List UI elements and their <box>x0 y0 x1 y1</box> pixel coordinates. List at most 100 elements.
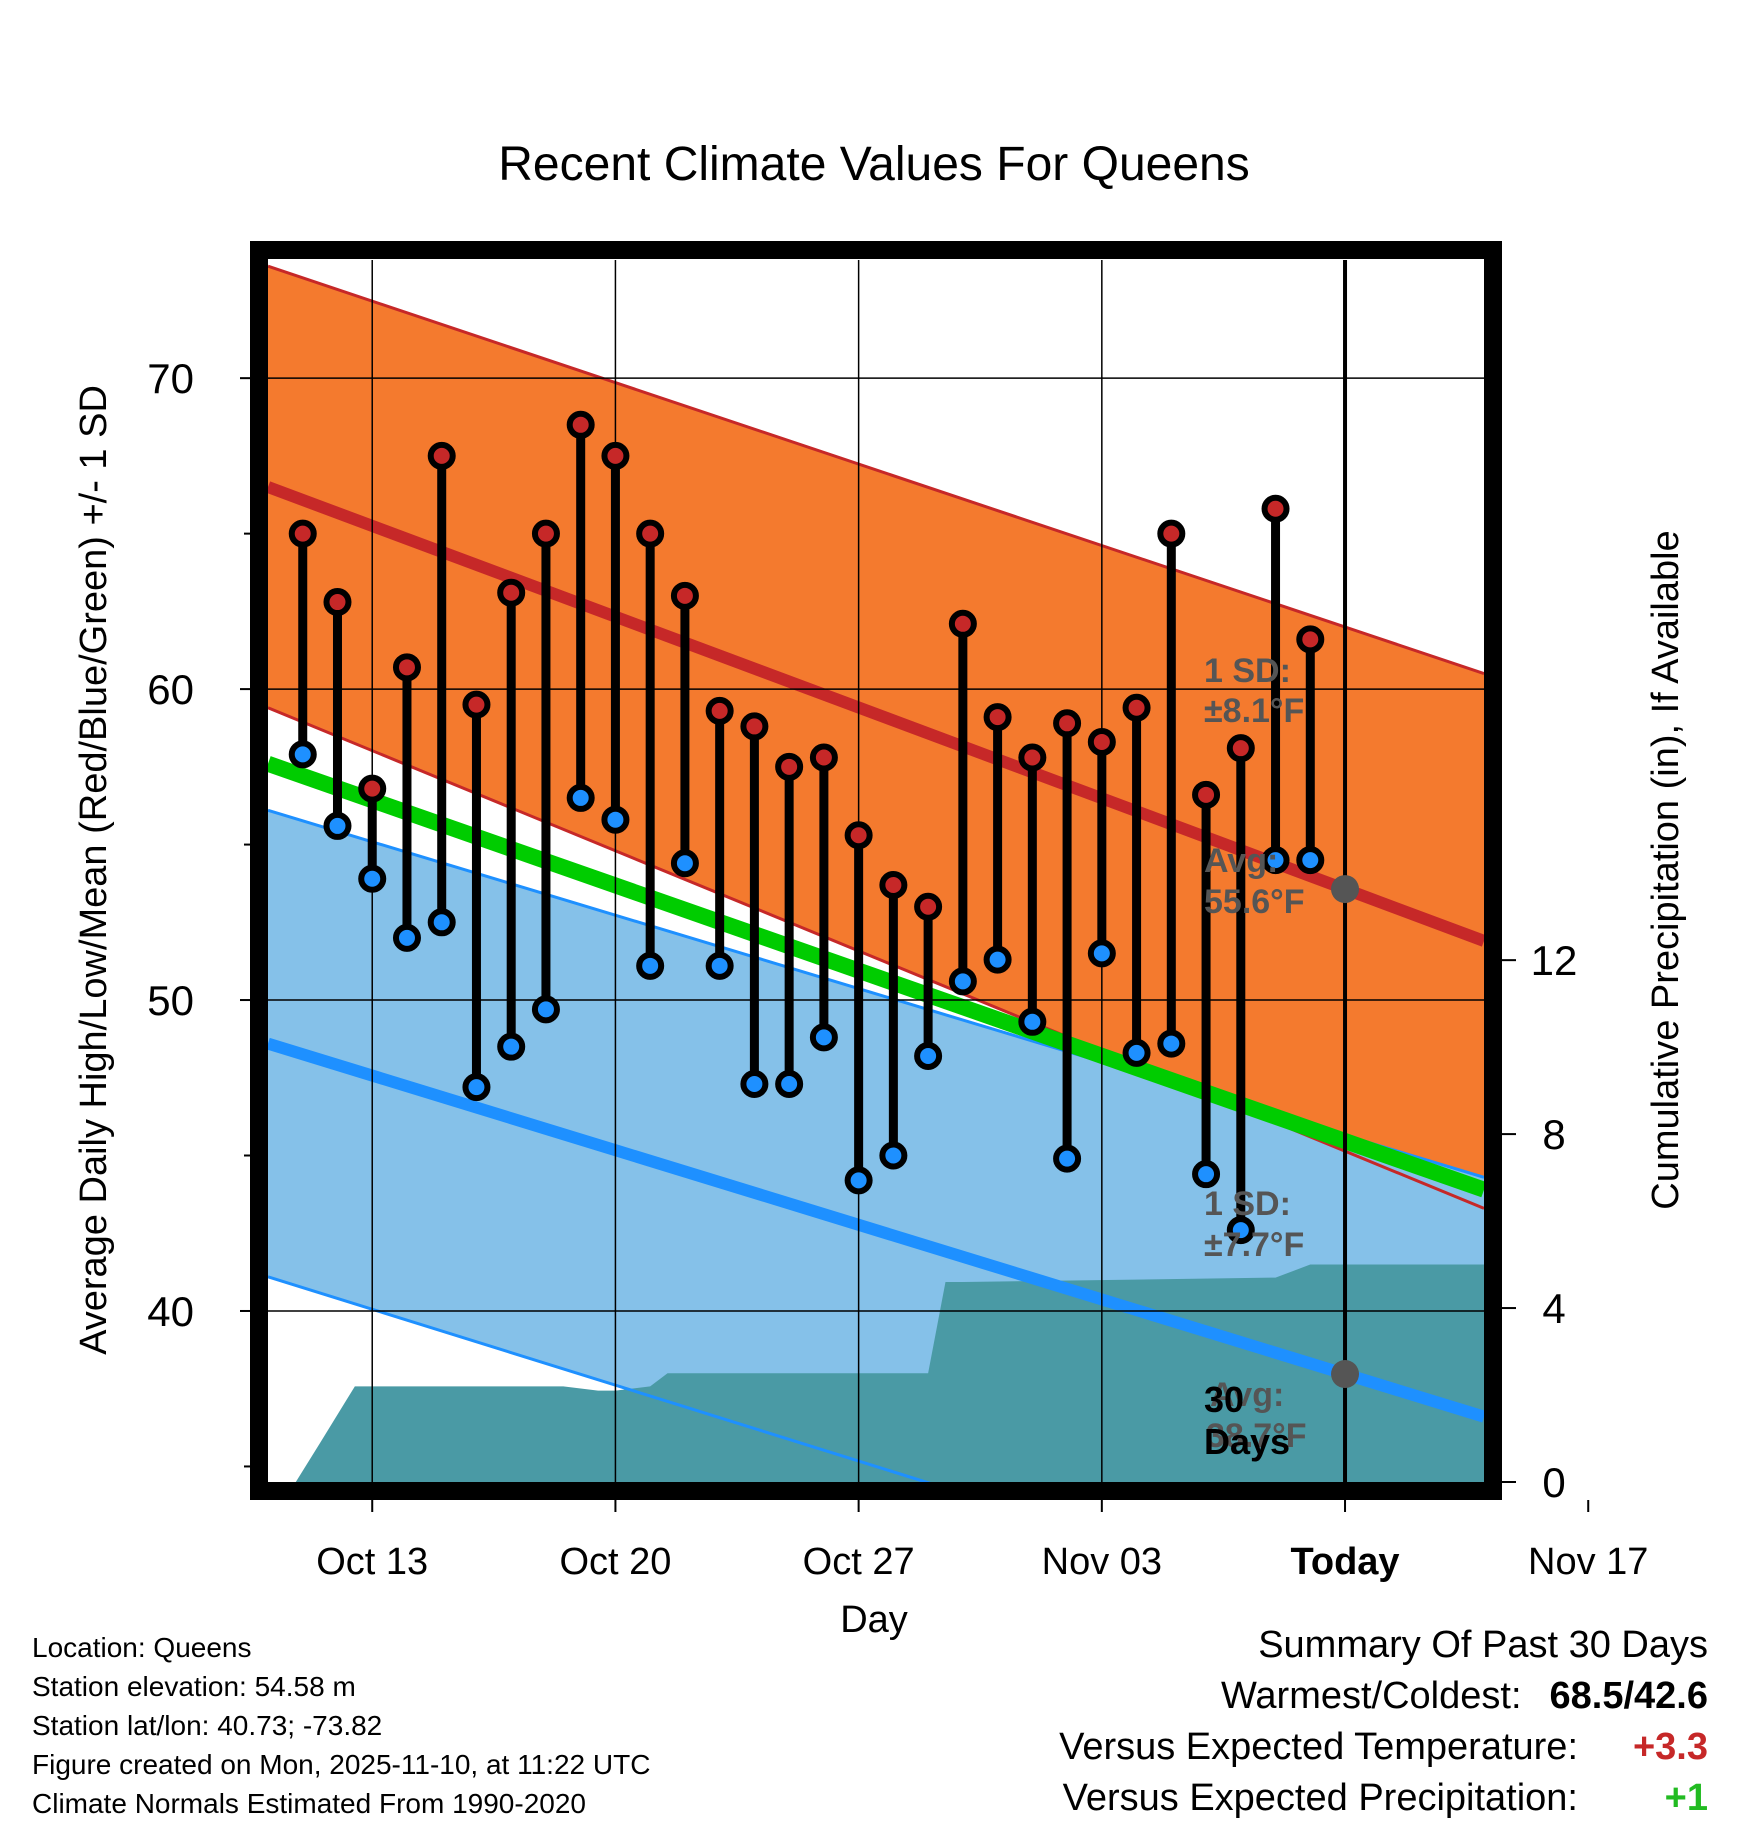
high-point-day-1 <box>288 519 317 548</box>
summary-title: Summary Of Past 30 Days <box>1258 1624 1708 1666</box>
low-lower-line <box>268 1275 931 1482</box>
high-point-day-4 <box>392 653 421 682</box>
high-point-day-14 <box>740 712 769 741</box>
low-mean-line <box>268 1037 1484 1423</box>
high-point-day-23 <box>1053 709 1082 738</box>
precipitation-area <box>295 1264 1484 1482</box>
high-avg-value: 55.6°F <box>1204 883 1305 921</box>
low-point-day-4 <box>392 923 421 952</box>
high-point-day-2 <box>323 588 352 617</box>
summary-precip-value: +1 <box>1664 1777 1708 1819</box>
low-point-day-25 <box>1122 1038 1151 1067</box>
high-point-day-16 <box>809 743 838 772</box>
low-markers <box>288 740 1325 1245</box>
low-avg-value: 38.7°F <box>1206 1417 1307 1455</box>
precip-period-line2: Days <box>1204 1421 1290 1462</box>
high-point-day-6 <box>462 690 491 719</box>
low-point-day-15 <box>775 1069 804 1098</box>
chart-title: Recent Climate Values For Queens <box>498 138 1249 191</box>
high-point-day-8 <box>531 519 560 548</box>
y-tick-label-40: 40 <box>147 1288 194 1335</box>
x-axis-label: Day <box>840 1599 908 1641</box>
station-elevation: Station elevation: 54.58 m <box>32 1671 356 1702</box>
plot-area <box>268 260 1484 1482</box>
high-point-day-15 <box>775 752 804 781</box>
summary-temp-row: Versus Expected Temperature: +3.3 <box>1059 1722 1708 1773</box>
low-point-day-19 <box>914 1042 943 1071</box>
low-point-day-11 <box>636 951 665 980</box>
low-point-day-10 <box>601 805 630 834</box>
low-point-day-13 <box>705 951 734 980</box>
high-point-day-24 <box>1087 727 1116 756</box>
station-location: Location: Queens <box>32 1632 252 1663</box>
y-right-tick-label-12: 12 <box>1531 937 1578 984</box>
high-avg-label: Avg: <box>1204 842 1278 880</box>
high-point-day-13 <box>705 696 734 725</box>
y-tick-label-60: 60 <box>147 666 194 713</box>
x-tick-label-Nov 03: Nov 03 <box>1042 1541 1162 1583</box>
low-point-day-9 <box>566 783 595 812</box>
low-point-day-23 <box>1053 1144 1082 1173</box>
low-point-day-18 <box>879 1141 908 1170</box>
high-point-day-11 <box>636 519 665 548</box>
mean-line <box>268 756 1484 1198</box>
low-point-day-20 <box>948 967 977 996</box>
y-axis-label: Average Daily High/Low/Mean (Red/Blue/Gr… <box>73 385 115 1355</box>
summary-panel: Summary Of Past 30 Days Warmest/Coldest:… <box>1059 1620 1708 1824</box>
high-point-day-17 <box>844 821 873 850</box>
x-tick-label-Today: Today <box>1290 1541 1399 1583</box>
low-point-day-8 <box>531 995 560 1024</box>
low-point-day-16 <box>809 1023 838 1052</box>
x-tick-label-Oct 13: Oct 13 <box>316 1541 428 1583</box>
high-point-day-20 <box>948 609 977 638</box>
summary-warmest-value: 68.5/42.6 <box>1549 1675 1708 1717</box>
low-point-day-3 <box>358 864 387 893</box>
low-point-day-12 <box>670 849 699 878</box>
summary-warmest-row: Warmest/Coldest: 68.5/42.6 <box>1059 1671 1708 1722</box>
y-right-tick-label-0: 0 <box>1542 1459 1565 1506</box>
y-right-tick-label-8: 8 <box>1542 1111 1565 1158</box>
low-point-day-28 <box>1226 1216 1255 1245</box>
summary-warmest-label: Warmest/Coldest: <box>1220 1675 1522 1717</box>
high-upper-line <box>268 264 1484 675</box>
low-point-day-21 <box>983 945 1012 974</box>
low-sd-value: ±7.7°F <box>1204 1226 1304 1264</box>
x-tick-label-Oct 20: Oct 20 <box>559 1541 671 1583</box>
low-point-day-24 <box>1087 939 1116 968</box>
low-point-day-14 <box>740 1069 769 1098</box>
high-point-day-5 <box>427 441 456 470</box>
figure-created: Figure created on Mon, 2025-11-10, at 11… <box>32 1749 651 1780</box>
high-point-day-19 <box>914 892 943 921</box>
low-point-day-17 <box>844 1166 873 1195</box>
high-point-day-12 <box>670 581 699 610</box>
low-avg-label: Avg: <box>1210 1376 1284 1414</box>
y-tick-label-70: 70 <box>147 355 194 402</box>
high-point-day-26 <box>1157 519 1186 548</box>
high-point-day-22 <box>1018 743 1047 772</box>
y-axis-right-label: Cumulative Precipitation (in), If Availa… <box>1645 530 1687 1209</box>
daily-stems <box>298 424 1315 1231</box>
low-point-day-27 <box>1192 1160 1221 1189</box>
station-info: Location: Queens Station elevation: 54.5… <box>32 1628 650 1823</box>
y-tick-label-50: 50 <box>147 977 194 1024</box>
high-point-day-29 <box>1261 494 1290 523</box>
high-markers <box>288 410 1325 921</box>
summary-precip-row: Versus Expected Precipitation: +1 <box>1059 1773 1708 1824</box>
low-sd-label: 1 SD: <box>1204 1185 1291 1223</box>
low-point-day-1 <box>288 740 317 769</box>
high-point-day-9 <box>566 410 595 439</box>
low-point-day-30 <box>1296 846 1325 875</box>
high-sd-band <box>268 266 1484 1209</box>
high-point-day-28 <box>1226 734 1255 763</box>
high-sd-label: 1 SD: <box>1204 652 1291 690</box>
today-low-avg-marker <box>1331 1360 1360 1389</box>
high-point-day-10 <box>601 441 630 470</box>
axes: 40 50 60 70 0 4 8 12 Oct 13 Oct 20 Oct 27 Nov 03 Tod… <box>147 355 1648 1583</box>
high-point-day-27 <box>1192 780 1221 809</box>
summary-temp-value: +3.3 <box>1632 1726 1708 1768</box>
high-sd-value: ±8.1°F <box>1204 692 1304 730</box>
high-point-day-3 <box>358 774 387 803</box>
high-point-day-7 <box>497 578 526 607</box>
x-tick-label-Oct 27: Oct 27 <box>803 1541 915 1583</box>
